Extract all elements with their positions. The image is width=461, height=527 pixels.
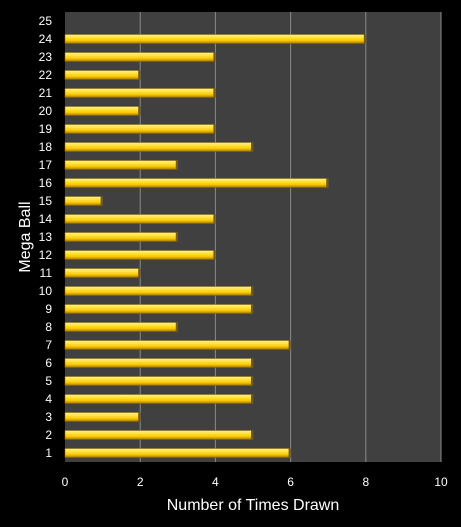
bar-mega-ball-22	[64, 70, 141, 80]
y-tick-label: 22	[39, 68, 53, 82]
bar-mega-ball-19	[64, 124, 216, 134]
y-tick-labels: 1234567891011121314151617181920212223242…	[39, 14, 53, 460]
bar-end-shade-15	[100, 196, 103, 206]
bar-end-shade-8	[175, 322, 178, 332]
y-tick-label: 16	[39, 176, 53, 190]
y-tick-label: 3	[45, 410, 52, 424]
y-tick-label: 15	[39, 194, 53, 208]
y-tick-label: 11	[40, 266, 53, 280]
y-axis-title: Mega Ball	[17, 201, 34, 272]
bar-end-shade-12	[213, 250, 216, 260]
bar-end-shade-11	[138, 268, 141, 278]
bar-mega-ball-8	[64, 322, 179, 332]
x-tick-label: 2	[137, 475, 144, 489]
bar-mega-ball-4	[64, 394, 254, 404]
y-tick-label: 8	[45, 320, 52, 334]
bar-end-shade-9	[251, 304, 253, 314]
bar-end-shade-21	[213, 88, 216, 98]
x-tick-labels: 0 2 4 6 8 10	[62, 475, 448, 489]
bar-mega-ball-23	[64, 52, 216, 62]
y-tick-label: 21	[39, 86, 53, 100]
y-tick-label: 12	[39, 248, 53, 262]
bar-end-shade-6	[251, 358, 253, 368]
bar-end-shade-13	[175, 232, 178, 242]
bar-mega-ball-5	[64, 376, 254, 386]
bar-mega-ball-2	[64, 430, 254, 440]
bar-mega-ball-21	[64, 88, 216, 98]
bar-mega-ball-13	[64, 232, 179, 242]
bar-mega-ball-6	[64, 358, 254, 368]
bar-end-shade-22	[138, 70, 141, 80]
x-tick-label: 0	[62, 475, 69, 489]
y-tick-label: 13	[39, 230, 53, 244]
y-tick-label: 17	[39, 158, 53, 172]
x-tick-label: 6	[287, 475, 294, 489]
bar-end-shade-19	[213, 124, 216, 134]
bar-mega-ball-3	[64, 412, 141, 422]
x-tick-label: 4	[212, 475, 219, 489]
bar-mega-ball-24	[64, 34, 367, 44]
x-tick-label: 10	[434, 475, 448, 489]
bar-end-shade-1	[288, 448, 291, 458]
y-tick-label: 10	[39, 284, 53, 298]
bar-mega-ball-11	[64, 268, 141, 278]
y-tick-label: 6	[45, 356, 52, 370]
bar-mega-ball-15	[64, 196, 103, 206]
y-tick-label: 19	[39, 122, 53, 136]
bar-mega-ball-16	[64, 178, 329, 188]
y-tick-label: 2	[45, 428, 52, 442]
bar-end-shade-23	[213, 52, 216, 62]
bar-mega-ball-7	[64, 340, 291, 350]
x-axis-title: Number of Times Drawn	[167, 497, 340, 514]
bar-end-shade-17	[175, 160, 178, 170]
bar-mega-ball-10	[64, 286, 254, 296]
bar-end-shade-2	[251, 430, 253, 440]
bar-end-shade-24	[363, 34, 366, 44]
bar-end-shade-18	[251, 142, 253, 152]
y-tick-label: 14	[39, 212, 53, 226]
bars	[64, 34, 367, 458]
bar-end-shade-10	[251, 286, 253, 296]
y-tick-label: 4	[45, 392, 52, 406]
bar-mega-ball-18	[64, 142, 254, 152]
bar-end-shade-5	[251, 376, 253, 386]
bar-mega-ball-12	[64, 250, 216, 260]
bar-mega-ball-14	[64, 214, 216, 224]
bar-end-shade-16	[326, 178, 329, 188]
y-tick-label: 5	[45, 374, 52, 388]
y-tick-label: 9	[45, 302, 52, 316]
y-tick-label: 20	[39, 104, 53, 118]
y-tick-label: 25	[39, 14, 53, 28]
bar-end-shade-14	[213, 214, 216, 224]
x-tick-label: 8	[362, 475, 369, 489]
bar-mega-ball-20	[64, 106, 141, 116]
y-tick-label: 7	[45, 338, 52, 352]
y-tick-label: 18	[39, 140, 53, 154]
bar-end-shade-20	[138, 106, 141, 116]
bar-mega-ball-17	[64, 160, 179, 170]
y-tick-label: 23	[39, 50, 53, 64]
bar-end-shade-4	[251, 394, 253, 404]
bar-mega-ball-1	[64, 448, 291, 458]
bar-end-shade-3	[138, 412, 141, 422]
bar-mega-ball-9	[64, 304, 254, 314]
y-tick-label: 1	[45, 446, 52, 460]
y-tick-label: 24	[39, 32, 53, 46]
bar-end-shade-7	[288, 340, 291, 350]
